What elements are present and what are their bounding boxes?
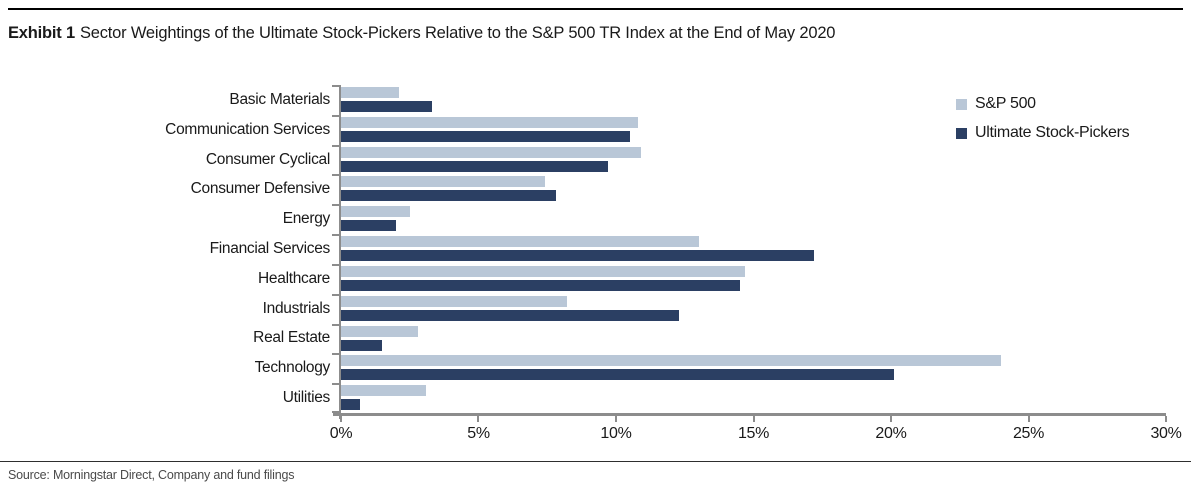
y-axis-tick	[332, 174, 339, 177]
y-axis-tick	[332, 293, 339, 296]
bar-sp500	[341, 385, 427, 397]
bar-sp500	[341, 355, 1001, 367]
bar-group: Industrials	[263, 294, 1166, 324]
bar-group: Basic Materials	[229, 85, 1166, 115]
bar-group: Technology	[255, 353, 1166, 383]
y-axis-tick	[332, 353, 339, 356]
bar-sp500	[341, 325, 418, 337]
exhibit-label: Exhibit 1	[8, 24, 75, 42]
bar-sp500	[341, 265, 746, 277]
y-axis-tick	[332, 144, 339, 147]
bottom-rule	[0, 461, 1191, 462]
bar-ultimate-stock-pickers	[341, 101, 432, 112]
ultimate-stock-pickers-swatch-icon	[956, 127, 967, 139]
bar-sp500	[341, 206, 410, 218]
x-axis-tick-label: 25%	[1012, 425, 1045, 442]
legend-label: Ultimate Stock-Pickers	[975, 124, 1130, 141]
y-axis-tick	[332, 263, 339, 266]
chart-title-text: Sector Weightings of the Ultimate Stock-…	[79, 24, 836, 42]
x-axis-tick	[752, 416, 755, 422]
bar-sp500	[341, 116, 638, 128]
x-axis-tick	[1165, 416, 1167, 422]
x-axis-tick	[477, 416, 480, 422]
bar-sp500	[341, 176, 545, 188]
y-axis-tick	[332, 234, 339, 237]
legend-label: S&P 500	[975, 95, 1036, 112]
legend-item-sp500: S&P 500	[956, 95, 1129, 113]
category-label: Industrials	[262, 299, 331, 317]
bar-ultimate-stock-pickers	[341, 250, 814, 262]
category-label: Healthcare	[258, 269, 330, 287]
legend: S&P 500 Ultimate Stock-Pickers	[956, 95, 1130, 153]
x-axis-tick	[614, 416, 617, 422]
bar-ultimate-stock-pickers	[341, 309, 680, 321]
x-axis-line	[333, 413, 1166, 416]
bar-group: Consumer Cyclical	[206, 145, 1166, 175]
bar-ultimate-stock-pickers	[341, 369, 894, 381]
x-axis-tick-label: 30%	[1150, 425, 1182, 442]
bar-group: Real Estate	[253, 324, 1166, 354]
sp500-swatch-icon	[956, 98, 967, 110]
bar-sp500	[341, 236, 699, 248]
y-axis-tick	[332, 204, 339, 207]
category-label: Utilities	[282, 389, 331, 407]
x-axis-tick-label: 20%	[875, 425, 907, 442]
y-axis-tick	[332, 85, 339, 87]
category-label: Consumer Defensive	[190, 180, 331, 198]
x-axis-tick-label: 0%	[329, 425, 353, 442]
y-axis-line	[339, 85, 341, 419]
category-label: Technology	[254, 359, 331, 377]
bar-group: Financial Services	[210, 234, 1166, 264]
bar-ultimate-stock-pickers	[341, 279, 740, 291]
x-axis-tick-label: 5%	[467, 425, 490, 442]
category-label: Consumer Cyclical	[205, 150, 330, 168]
category-label: Communication Services	[165, 120, 330, 138]
bar-ultimate-stock-pickers	[341, 220, 396, 232]
bar-group: Energy	[283, 204, 1166, 234]
bar-sp500	[341, 295, 567, 307]
chart-title: Exhibit 1 Sector Weightings of the Ultima…	[8, 24, 835, 43]
x-axis-tick	[889, 416, 892, 422]
bar-ultimate-stock-pickers	[341, 130, 630, 142]
bar-group: Utilities	[283, 383, 1166, 413]
bar-group: Consumer Defensive	[191, 174, 1166, 204]
bar-sp500	[341, 146, 641, 158]
y-axis-tick	[332, 383, 339, 386]
bar-sp500	[341, 87, 399, 98]
category-label: Basic Materials	[229, 90, 330, 108]
category-label: Financial Services	[209, 239, 331, 257]
category-label: Real Estate	[253, 329, 330, 347]
x-axis-tick-label: 15%	[737, 425, 770, 442]
top-rule	[8, 8, 1183, 10]
y-axis-tick	[332, 114, 339, 117]
legend-item-ultimate-stock-pickers: Ultimate Stock-Pickers	[956, 124, 1130, 142]
y-axis-tick	[332, 323, 339, 326]
x-axis-tick	[340, 416, 342, 422]
plot-area: Basic Materials Communication Services Con…	[165, 85, 1182, 442]
y-axis-tick	[332, 411, 339, 413]
category-label: Energy	[282, 210, 331, 228]
bar-group: Healthcare	[258, 264, 1166, 294]
bar-ultimate-stock-pickers	[341, 190, 556, 202]
bar-ultimate-stock-pickers	[341, 160, 608, 172]
bar-ultimate-stock-pickers	[341, 399, 361, 411]
source-note: Source: Morningstar Direct, Company and …	[8, 468, 295, 482]
x-axis-tick-label: 10%	[600, 425, 632, 442]
bar-ultimate-stock-pickers	[341, 339, 383, 351]
bar-group: Communication Services	[165, 115, 1166, 145]
x-axis-tick	[1027, 416, 1030, 422]
